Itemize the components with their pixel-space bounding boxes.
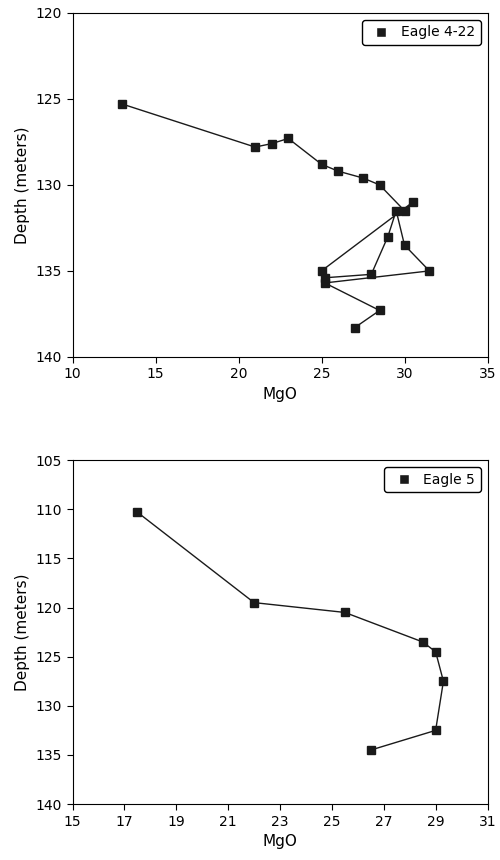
Y-axis label: Depth (meters): Depth (meters) [15, 574, 30, 691]
Legend: Eagle 5: Eagle 5 [384, 467, 480, 492]
Y-axis label: Depth (meters): Depth (meters) [15, 126, 30, 243]
X-axis label: MgO: MgO [262, 834, 298, 849]
Legend: Eagle 4-22: Eagle 4-22 [362, 20, 480, 45]
X-axis label: MgO: MgO [262, 387, 298, 402]
